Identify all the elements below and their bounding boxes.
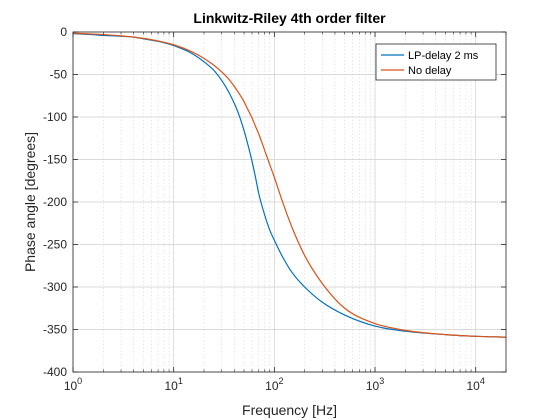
axis-ticks xyxy=(72,31,507,373)
x-tick-labels: 100 101 102 103 104 xyxy=(64,376,485,393)
y-tick-label: -350 xyxy=(43,323,67,337)
y-tick-label: -150 xyxy=(43,153,67,167)
legend-label-no-delay: No delay xyxy=(408,65,452,77)
legend-box xyxy=(375,43,497,81)
series-line-1 xyxy=(72,32,507,338)
x-tick-label: 101 xyxy=(164,376,182,393)
y-tick-label: 0 xyxy=(60,25,67,39)
minor-grid xyxy=(103,32,507,372)
legend: LP-delay 2 ms No delay xyxy=(375,43,497,81)
series-lines xyxy=(72,32,507,338)
y-tick-label: -250 xyxy=(43,238,67,252)
y-tick-label: -400 xyxy=(43,365,67,379)
y-tick-label: -200 xyxy=(43,195,67,209)
legend-label-lp-delay: LP-delay 2 ms xyxy=(408,50,479,62)
x-tick-label: 103 xyxy=(366,376,384,393)
y-tick-label: -300 xyxy=(43,280,67,294)
chart-title: Linkwitz-Riley 4th order filter xyxy=(193,10,386,26)
y-tick-label: -100 xyxy=(43,110,67,124)
x-tick-label: 102 xyxy=(265,376,283,393)
x-tick-label: 104 xyxy=(467,376,485,393)
y-tick-label: -50 xyxy=(50,68,68,82)
y-tick-labels: 0 -50 -100 -150 -200 -250 -300 -350 -400 xyxy=(43,25,67,379)
x-axis-label: Frequency [Hz] xyxy=(242,402,337,418)
x-tick-label: 100 xyxy=(64,376,82,393)
y-axis-label: Phase angle [degrees] xyxy=(22,132,38,272)
